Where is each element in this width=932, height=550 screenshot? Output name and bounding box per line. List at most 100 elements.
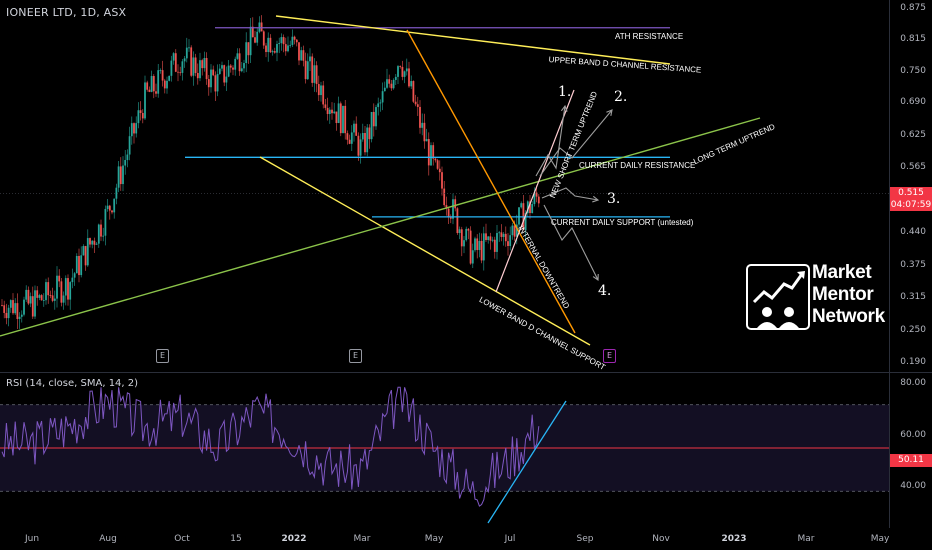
candle-body xyxy=(498,232,501,234)
candle-body xyxy=(102,235,105,237)
candle-body xyxy=(485,233,487,241)
candle-body xyxy=(137,110,140,124)
earnings-badge[interactable]: E xyxy=(349,349,362,363)
candle-body xyxy=(339,103,342,134)
candle-body xyxy=(1,304,3,306)
candle-body xyxy=(533,192,536,205)
candle-body xyxy=(447,208,450,218)
candle-body xyxy=(405,68,408,72)
rsi-tick: 80.00 xyxy=(900,378,926,388)
candle-body xyxy=(5,312,8,319)
logo-line: Network xyxy=(812,306,885,327)
candle-body xyxy=(128,136,131,155)
logo-trend-line xyxy=(752,273,804,304)
candle-body xyxy=(225,76,228,83)
internal-downtrend-line xyxy=(406,29,576,334)
time-tick: Oct xyxy=(174,534,190,544)
candle-body xyxy=(78,255,80,276)
candle-body xyxy=(135,123,138,134)
candle-body xyxy=(73,273,76,278)
candle-body xyxy=(159,70,162,71)
earnings-badge[interactable]: E xyxy=(156,349,169,363)
candle-body xyxy=(82,246,85,256)
candle-body xyxy=(108,205,111,211)
price-axis[interactable]: 0.875 0.815 0.750 0.690 0.625 0.565 0.44… xyxy=(889,0,932,528)
candle-body xyxy=(18,316,21,319)
price-pane[interactable] xyxy=(0,0,932,372)
candle-body xyxy=(412,81,415,102)
candle-body xyxy=(430,145,432,166)
candle-body xyxy=(260,22,263,32)
candle-body xyxy=(179,72,182,74)
candle-body xyxy=(185,47,188,59)
candle-body xyxy=(456,208,459,234)
candle-body xyxy=(106,205,109,209)
candle-body xyxy=(496,233,498,252)
rsi-trend-line xyxy=(487,400,567,524)
candle-body xyxy=(291,36,294,45)
candle-body xyxy=(126,154,129,160)
candle-body xyxy=(207,79,210,88)
price-tick: 0.750 xyxy=(900,66,926,76)
candle-body xyxy=(130,123,133,137)
candle-body xyxy=(289,44,292,46)
time-tick: 2023 xyxy=(721,534,747,544)
candle-body xyxy=(326,107,329,115)
candle-body xyxy=(227,65,230,77)
price-tick: 0.565 xyxy=(900,162,926,172)
candle-body xyxy=(364,132,366,153)
scenario-1-arrow xyxy=(535,105,566,177)
candle-body xyxy=(9,300,12,308)
pane-separator[interactable] xyxy=(0,372,932,373)
rsi-chart[interactable] xyxy=(0,373,890,528)
candle-body xyxy=(436,160,439,169)
candle-body xyxy=(216,73,219,92)
candle-body xyxy=(273,51,276,53)
candle-body xyxy=(526,201,529,214)
candle-body xyxy=(265,45,267,53)
candle-body xyxy=(249,26,252,56)
candle-body xyxy=(38,295,41,298)
candle-body xyxy=(383,87,386,92)
candle-body xyxy=(251,26,254,38)
candle-body xyxy=(460,229,463,247)
candle-body xyxy=(84,246,87,266)
candle-body xyxy=(320,85,322,96)
candle-body xyxy=(377,103,380,108)
time-tick: 15 xyxy=(230,534,242,544)
symbol-title[interactable]: IONEER LTD, 1D, ASX xyxy=(6,6,127,19)
price-tick: 0.815 xyxy=(900,34,926,44)
candle-body xyxy=(388,79,391,84)
rsi-title[interactable]: RSI (14, close, SMA, 14, 2) xyxy=(6,378,139,389)
candle-body xyxy=(29,296,32,304)
candle-body xyxy=(441,172,443,189)
logo-line: Mentor xyxy=(812,284,874,305)
candle-body xyxy=(168,75,171,81)
candle-body xyxy=(280,37,283,44)
candle-body xyxy=(214,75,217,92)
candle-body xyxy=(100,224,102,237)
candle-body xyxy=(350,132,353,144)
earnings-badge[interactable]: E xyxy=(603,349,616,363)
candle-body xyxy=(64,278,67,296)
rsi-value-badge: 50.11 xyxy=(890,454,932,467)
market-mentor-logo: Market Mentor Network xyxy=(746,262,886,354)
candle-body xyxy=(113,198,116,213)
candle-body xyxy=(520,203,523,208)
rsi-pane[interactable] xyxy=(0,373,932,528)
candle-body xyxy=(357,135,360,156)
lower-band-line xyxy=(259,156,591,346)
candle-body xyxy=(469,230,472,264)
candle-body xyxy=(221,65,223,69)
candle-body xyxy=(295,39,298,43)
candle-body xyxy=(311,56,314,83)
price-tick: 0.375 xyxy=(900,260,926,270)
candle-body xyxy=(476,238,479,251)
candle-body xyxy=(139,110,142,113)
candle-body xyxy=(524,213,527,231)
upper-band-line xyxy=(275,15,671,65)
candle-body xyxy=(353,123,355,133)
price-chart[interactable] xyxy=(0,0,890,372)
candle-body xyxy=(513,225,516,237)
current-support-label: CURRENT DAILY SUPPORT (untested) xyxy=(551,218,694,227)
